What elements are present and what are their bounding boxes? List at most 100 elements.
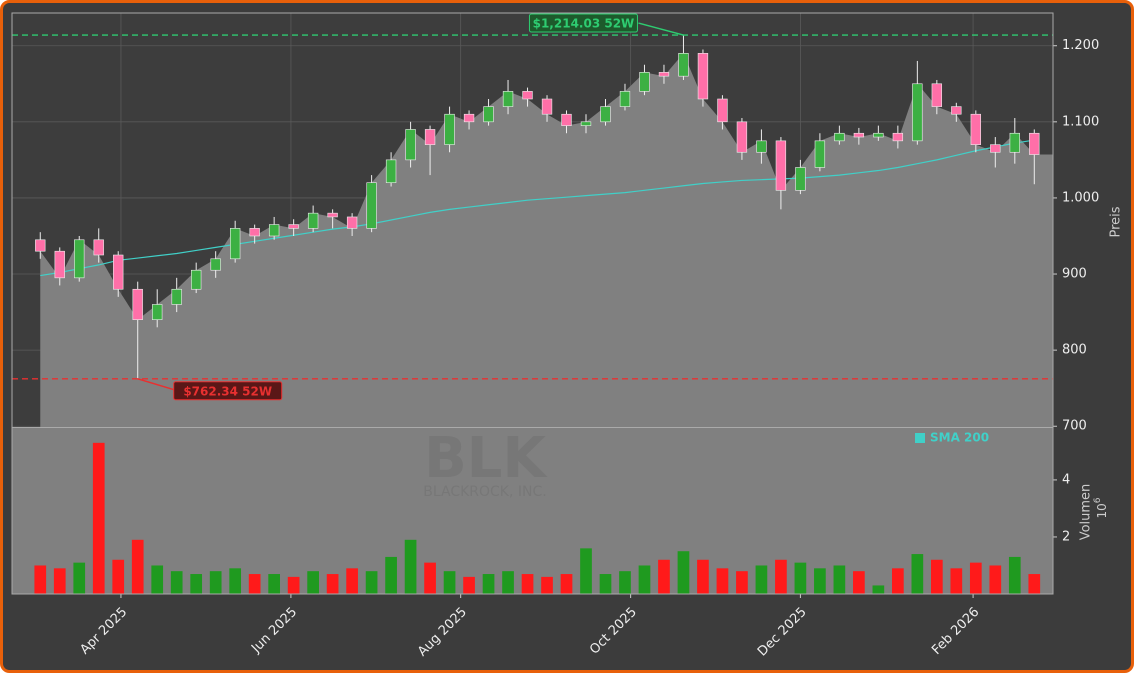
y-tick-label: 1.000 <box>1062 190 1099 205</box>
candle-body <box>775 140 787 191</box>
candle-body <box>444 113 455 145</box>
volume-bar <box>892 568 904 594</box>
candle-body <box>54 250 65 279</box>
y-scale-base: 10 <box>1095 503 1109 518</box>
volume-bar <box>599 574 612 594</box>
annotation-label: $1,214.03 52W <box>533 17 635 31</box>
annotation-arrow <box>137 378 178 392</box>
candle-body <box>152 304 163 320</box>
volume-bar <box>287 576 300 594</box>
volume-bar <box>521 574 534 594</box>
volume-bar <box>775 559 787 594</box>
candle-body <box>307 212 319 229</box>
volume-bar <box>541 576 553 594</box>
annotation-arrow <box>638 22 684 36</box>
candle-body <box>600 106 611 123</box>
volume-bar <box>268 574 280 594</box>
candle-body <box>990 144 1001 153</box>
candle-body <box>639 72 650 92</box>
volume-bar <box>872 585 885 594</box>
volume-bar <box>658 559 670 594</box>
volume-bar <box>619 571 631 594</box>
volume-bar <box>151 565 164 594</box>
annotation-box <box>173 381 283 401</box>
candle-body <box>853 132 865 138</box>
annotation-box <box>528 13 638 33</box>
candle-body <box>658 72 670 77</box>
candle-body <box>35 239 46 252</box>
volume-bar <box>229 568 242 594</box>
candle-body <box>541 98 553 115</box>
candle-body <box>346 216 358 229</box>
volume-bar <box>482 574 495 594</box>
volume-bar <box>794 562 807 594</box>
legend-swatch <box>915 433 925 443</box>
volume-bar <box>307 571 319 594</box>
candle-body <box>132 288 143 320</box>
candle-body <box>678 53 689 77</box>
volume-bar <box>424 562 436 594</box>
candle-body <box>405 129 416 161</box>
volume-bar <box>385 556 397 594</box>
volume-bar <box>697 559 709 594</box>
volume-bar <box>853 571 865 594</box>
pane-border <box>11 12 1054 595</box>
volume-bar <box>1028 574 1041 594</box>
candle-body <box>892 132 904 142</box>
volume-bar <box>989 565 1002 594</box>
volume-bar <box>170 571 183 594</box>
volume-bar <box>638 565 651 594</box>
candle-body <box>210 258 221 271</box>
volume-bar <box>736 571 748 594</box>
candle-body <box>697 53 709 100</box>
candle-body <box>74 239 85 279</box>
candle-body <box>736 121 748 153</box>
candle-body <box>385 159 397 184</box>
volume-bar <box>1008 556 1021 594</box>
volume-bar <box>969 562 982 594</box>
candle-body <box>931 83 943 107</box>
symbol-watermark: BLK <box>424 426 548 491</box>
volume-bar <box>580 548 592 594</box>
volume-bar <box>677 551 690 594</box>
candle-body <box>970 113 981 145</box>
candle-body <box>113 254 124 290</box>
volume-bar <box>443 571 456 594</box>
y-scale-exponent: 6 <box>1093 497 1103 503</box>
volume-bar <box>930 559 943 594</box>
candle-body <box>619 91 631 107</box>
y-tick-label: 2 <box>1062 529 1070 544</box>
volume-bar <box>34 565 47 594</box>
volume-bar <box>53 568 66 594</box>
price-area <box>40 53 1054 427</box>
y-scale: 106 <box>1093 497 1109 518</box>
candle-body <box>756 140 767 153</box>
y-tick-label: 4 <box>1062 472 1070 487</box>
y-tick-label: 700 <box>1062 419 1087 434</box>
candle-body <box>366 182 377 229</box>
y-tick-label: 800 <box>1062 343 1087 358</box>
candle-body <box>268 224 280 237</box>
candle-body <box>873 132 884 138</box>
candle-body <box>834 132 845 142</box>
candle-body <box>424 129 436 145</box>
candle-body <box>1029 132 1040 155</box>
candle-body <box>717 98 728 123</box>
candle-body <box>463 113 475 123</box>
candle-body <box>580 121 592 126</box>
volume-bar <box>209 571 222 594</box>
candle-body <box>249 228 260 237</box>
volume-bar <box>326 574 339 594</box>
candle-body <box>191 269 202 290</box>
candle-body <box>912 83 923 142</box>
volume-bar <box>190 574 203 594</box>
volume-pane <box>12 428 1053 594</box>
annotation-label: $762.34 52W <box>183 384 272 398</box>
candle-body <box>171 288 182 305</box>
volume-bar <box>716 568 729 594</box>
candle-body <box>93 239 104 256</box>
volume-bar <box>92 442 105 594</box>
y-axis-label: Preis <box>1109 206 1124 237</box>
candle-body <box>483 106 494 123</box>
